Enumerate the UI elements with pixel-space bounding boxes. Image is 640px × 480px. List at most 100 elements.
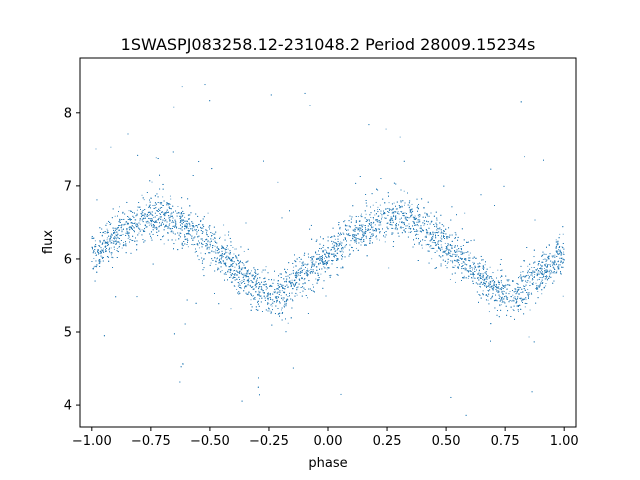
data-point	[496, 300, 498, 302]
data-point	[522, 276, 524, 278]
data-point	[250, 299, 252, 301]
data-point	[461, 263, 463, 264]
data-point	[326, 261, 328, 263]
data-point	[163, 243, 165, 245]
data-point	[489, 276, 491, 278]
data-point	[356, 227, 358, 229]
data-point	[532, 275, 533, 277]
data-point	[370, 217, 372, 218]
data-point	[426, 224, 428, 225]
data-point	[536, 279, 538, 281]
data-point	[529, 309, 531, 311]
data-point	[116, 236, 118, 238]
data-point	[310, 260, 312, 262]
data-point	[142, 217, 144, 219]
data-point	[513, 300, 515, 302]
data-point	[499, 305, 501, 307]
data-point	[252, 295, 254, 297]
data-point	[301, 271, 303, 273]
data-point	[524, 289, 526, 291]
data-point	[216, 258, 218, 260]
data-point	[219, 236, 221, 238]
data-point	[430, 247, 432, 249]
data-point	[501, 301, 503, 303]
data-point	[154, 212, 156, 214]
data-point	[372, 222, 374, 224]
data-point	[512, 308, 514, 310]
data-point	[232, 246, 234, 248]
data-point	[519, 276, 521, 278]
data-point	[422, 230, 424, 232]
data-point	[349, 225, 351, 227]
data-point	[130, 239, 132, 241]
data-point	[136, 209, 138, 211]
data-point	[344, 219, 346, 221]
data-point	[334, 238, 336, 240]
data-point	[127, 222, 128, 224]
data-point	[227, 257, 229, 259]
data-point	[450, 260, 451, 262]
data-point	[503, 291, 505, 293]
data-point	[291, 279, 293, 281]
data-point	[101, 234, 103, 236]
data-point	[473, 277, 475, 279]
data-point	[287, 269, 288, 271]
data-point	[506, 288, 508, 290]
data-point	[488, 311, 490, 313]
data-point	[507, 296, 509, 298]
data-point	[360, 240, 362, 242]
data-point	[224, 250, 226, 252]
data-point	[537, 290, 539, 292]
data-point	[417, 234, 419, 235]
data-point	[308, 270, 310, 272]
data-point	[454, 232, 456, 233]
data-point	[103, 250, 104, 252]
data-point	[527, 274, 529, 276]
data-point	[210, 245, 211, 247]
data-point	[377, 189, 379, 191]
data-point	[529, 281, 531, 283]
data-point	[342, 251, 344, 253]
data-point	[417, 225, 419, 227]
data-point	[242, 263, 244, 264]
data-point	[277, 181, 279, 183]
data-point	[362, 237, 364, 239]
data-point	[262, 291, 264, 293]
data-point	[215, 249, 216, 251]
data-point	[554, 264, 556, 266]
data-point	[210, 262, 212, 264]
data-point	[261, 287, 263, 289]
data-point	[224, 234, 226, 236]
data-point	[554, 254, 556, 256]
data-point	[530, 293, 532, 295]
data-point	[271, 305, 273, 307]
data-point	[104, 246, 106, 248]
data-point	[194, 230, 196, 231]
data-point	[328, 275, 330, 276]
data-point	[318, 278, 320, 280]
data-point	[340, 241, 342, 243]
data-point	[533, 270, 535, 272]
data-point	[309, 105, 311, 106]
data-point	[134, 219, 136, 221]
data-point	[341, 253, 343, 255]
data-point	[287, 295, 289, 297]
data-point	[444, 242, 446, 244]
data-point	[187, 246, 189, 248]
data-point	[182, 223, 183, 225]
data-point	[246, 273, 248, 275]
data-point	[162, 196, 164, 198]
data-point	[396, 229, 398, 231]
data-point	[194, 251, 196, 253]
data-point	[447, 236, 449, 238]
data-point	[342, 232, 344, 234]
data-point	[193, 228, 195, 230]
data-point	[425, 244, 427, 246]
data-point	[403, 190, 405, 192]
data-point	[104, 232, 106, 234]
data-point	[352, 234, 354, 236]
data-point	[509, 291, 511, 293]
data-point	[230, 276, 232, 278]
data-point	[455, 281, 456, 283]
data-point	[113, 242, 115, 244]
